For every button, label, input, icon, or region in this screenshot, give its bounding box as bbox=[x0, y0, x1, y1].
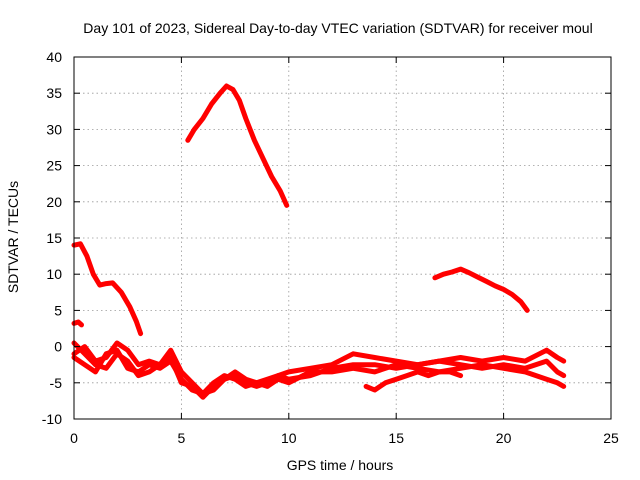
series-arc-short bbox=[71, 319, 84, 328]
x-tick-label: 20 bbox=[496, 430, 512, 446]
x-axis-label: GPS time / hours bbox=[287, 457, 394, 473]
y-tick-label: 20 bbox=[46, 194, 62, 210]
y-tick-label: 10 bbox=[46, 266, 62, 282]
series-band-d bbox=[363, 369, 464, 393]
x-tick-label: 0 bbox=[70, 430, 78, 446]
series-arc-early bbox=[71, 241, 144, 337]
series-arc-evening bbox=[432, 266, 530, 313]
y-tick-label: 25 bbox=[46, 158, 62, 174]
y-tick-label: -10 bbox=[42, 411, 62, 427]
chart-title: Day 101 of 2023, Sidereal Day-to-day VTE… bbox=[83, 20, 592, 36]
y-tick-label: 30 bbox=[46, 121, 62, 137]
x-tick-label: 25 bbox=[603, 430, 619, 446]
y-tick-label: 40 bbox=[46, 49, 62, 65]
y-tick-label: -5 bbox=[50, 375, 63, 391]
y-axis-label: SDTVAR / TECUs bbox=[5, 181, 21, 293]
x-tick-label: 5 bbox=[178, 430, 186, 446]
x-tick-label: 15 bbox=[388, 430, 404, 446]
y-tick-label: 15 bbox=[46, 230, 62, 246]
axis-ticks: 0 5 10 15 20 25 -10 -5 0 5 10 15 20 25 30 35 40 bbox=[42, 49, 619, 446]
series-band-c bbox=[71, 340, 567, 400]
y-tick-label: 5 bbox=[54, 302, 62, 318]
series-arc-high-peak bbox=[185, 83, 290, 208]
y-tick-label: 35 bbox=[46, 85, 62, 101]
series-layer bbox=[71, 83, 567, 400]
x-tick-label: 10 bbox=[281, 430, 297, 446]
y-tick-label: 0 bbox=[54, 339, 62, 355]
